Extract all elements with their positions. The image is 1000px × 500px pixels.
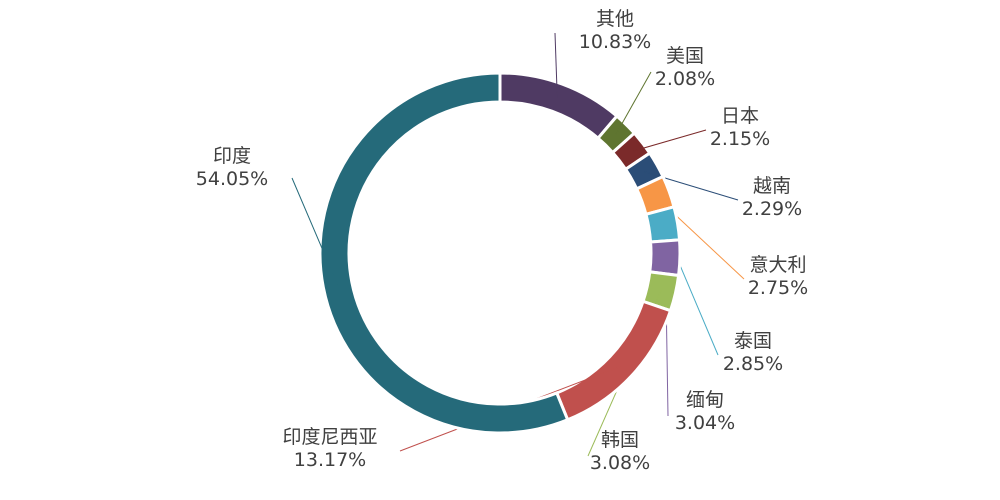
slice-value-6: 3.04% <box>675 412 735 434</box>
slice-label-2: 日本 <box>721 105 759 127</box>
donut-slice-8 <box>554 299 673 422</box>
donut-slice-0 <box>498 71 619 141</box>
slice-value-7: 3.08% <box>590 452 650 474</box>
slice-value-1: 2.08% <box>655 68 715 90</box>
slice-label-5: 泰国 <box>734 330 772 352</box>
leader-line-2 <box>630 129 707 153</box>
slice-label-1: 美国 <box>666 45 704 67</box>
slice-label-7: 韩国 <box>601 429 639 451</box>
slice-value-5: 2.85% <box>723 353 783 375</box>
slice-label-0: 其他 <box>596 8 634 30</box>
slice-label-3: 越南 <box>753 175 791 197</box>
slice-value-3: 2.29% <box>742 198 802 220</box>
donut-slice-5 <box>644 205 682 244</box>
slice-value-4: 2.75% <box>748 277 808 299</box>
slice-label-8: 印度尼西亚 <box>282 426 377 448</box>
donut-slice-6 <box>648 238 682 278</box>
slice-label-6: 缅甸 <box>686 389 724 411</box>
slice-value-8: 13.17% <box>294 449 366 471</box>
slice-label-4: 意大利 <box>749 254 806 276</box>
donut-slice-9 <box>318 71 570 435</box>
slice-value-2: 2.15% <box>710 128 770 150</box>
slice-label-9: 印度 <box>213 145 251 167</box>
slice-value-0: 10.83% <box>579 31 651 53</box>
leader-line-1 <box>615 71 652 135</box>
leader-line-9 <box>291 177 339 285</box>
leader-line-0 <box>554 32 558 98</box>
slice-value-9: 54.05% <box>196 168 268 190</box>
